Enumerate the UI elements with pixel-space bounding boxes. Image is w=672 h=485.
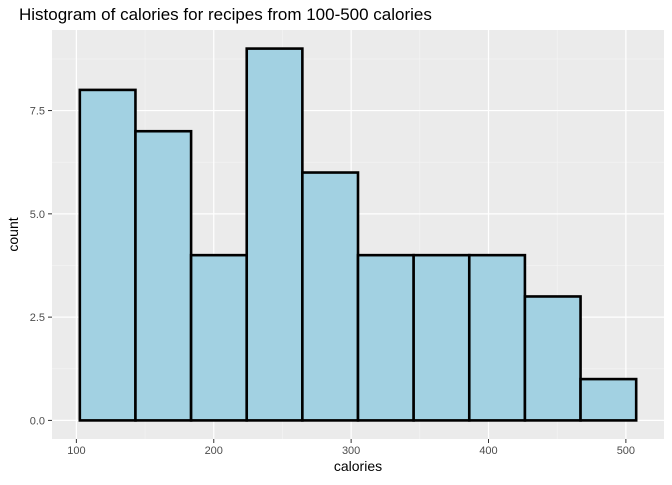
histogram-bars xyxy=(78,47,638,422)
x-axis-label: calories xyxy=(334,458,382,474)
histogram-bar xyxy=(78,88,137,422)
x-tick-label: 200 xyxy=(205,445,223,457)
x-axis: 100 200 300 400 500 xyxy=(67,439,635,457)
histogram-bar xyxy=(356,253,415,422)
histogram-bar xyxy=(467,253,527,422)
y-axis-label: count xyxy=(5,217,21,251)
y-tick-label: 0.0 xyxy=(30,415,45,427)
histogram-bar xyxy=(579,377,638,422)
histogram-bar xyxy=(189,253,249,422)
histogram-bar xyxy=(134,129,193,422)
x-tick-label: 300 xyxy=(342,445,360,457)
y-tick-label: 5.0 xyxy=(30,209,45,221)
y-axis: 0.0 2.5 5.0 7.5 xyxy=(30,106,52,427)
x-tick-label: 400 xyxy=(479,445,497,457)
x-tick-label: 100 xyxy=(67,445,85,457)
histogram-bar xyxy=(523,295,582,422)
histogram-bar xyxy=(301,171,360,422)
x-tick-label: 500 xyxy=(617,445,635,457)
histogram-bar xyxy=(412,253,471,422)
chart-title: Histogram of calories for recipes from 1… xyxy=(19,5,432,24)
y-tick-label: 2.5 xyxy=(30,312,45,324)
y-tick-label: 7.5 xyxy=(30,106,45,118)
histogram-bar xyxy=(245,47,304,422)
